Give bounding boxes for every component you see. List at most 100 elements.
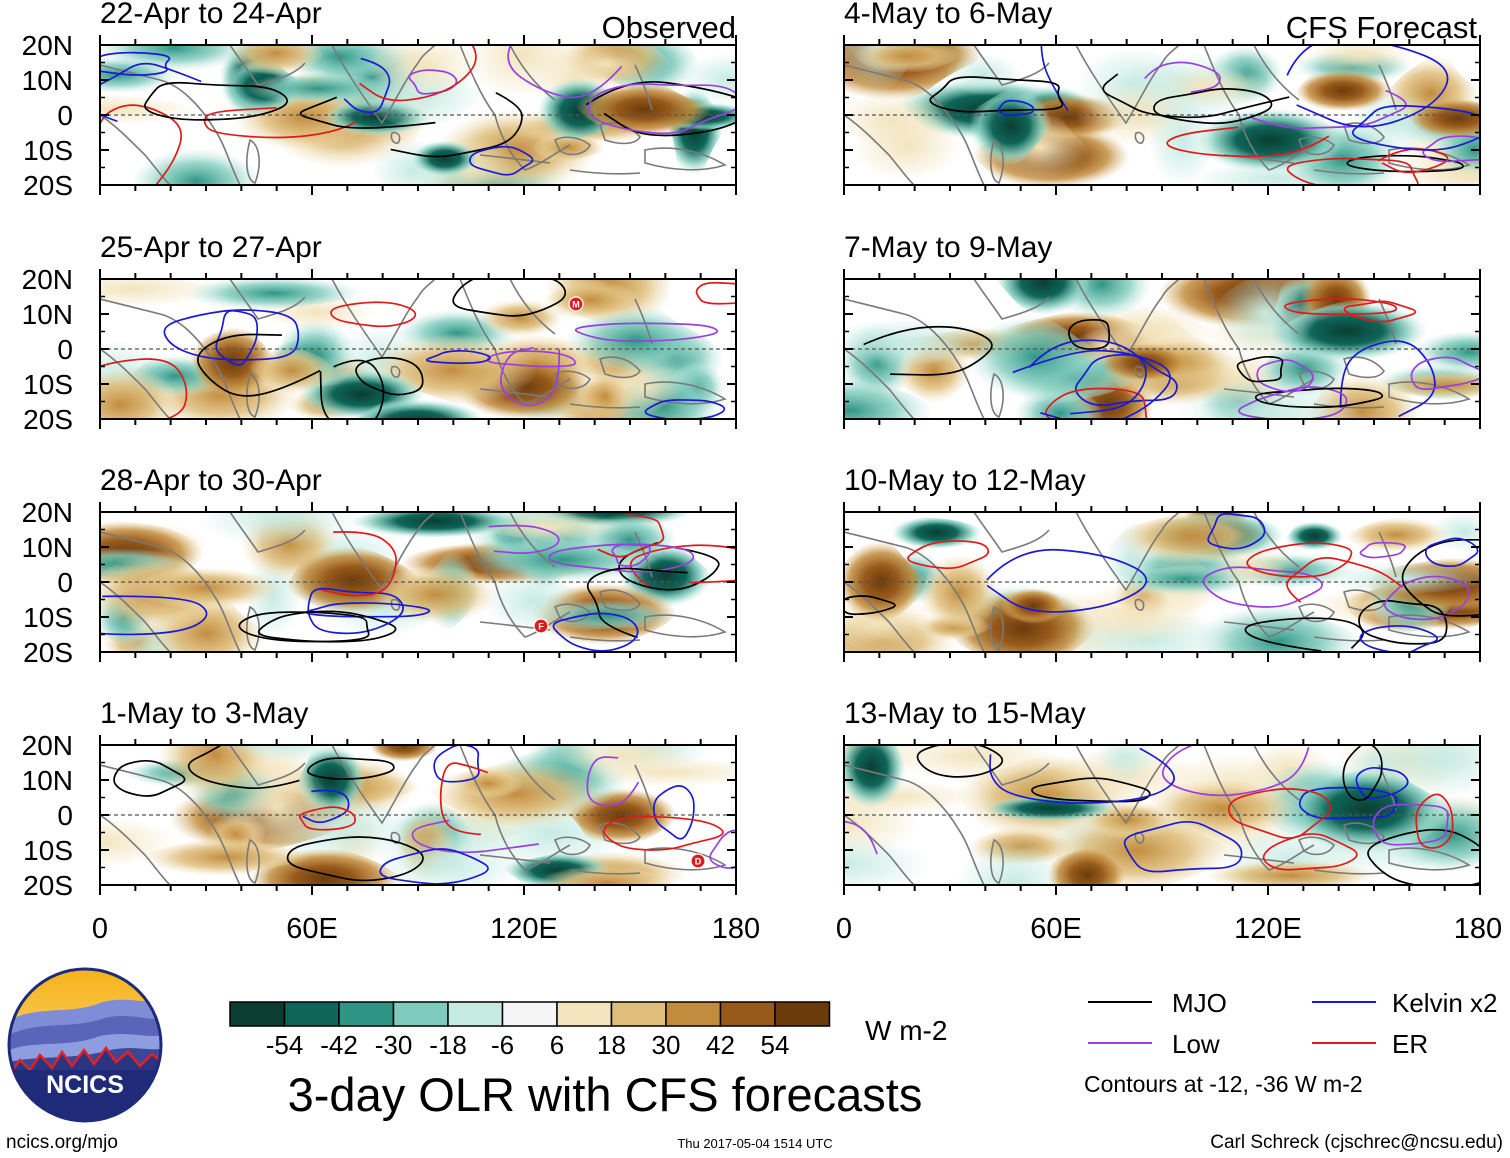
wave-contour <box>1202 566 1323 608</box>
wave-contour <box>586 756 640 807</box>
coastline <box>100 764 241 885</box>
coastline <box>100 298 241 419</box>
wave-contour <box>1251 89 1407 129</box>
olr-anomaly <box>844 745 907 809</box>
colorbar-swatch <box>392 1001 449 1027</box>
wave-contour <box>379 848 489 885</box>
wave-contour <box>1144 61 1221 94</box>
wave-contour <box>1367 828 1480 885</box>
map-panel-right-3: 10-May to 12-May <box>843 464 1481 662</box>
olr-anomaly <box>844 834 930 885</box>
coastline <box>634 764 653 811</box>
legend-label-mjo: MJO <box>1172 988 1227 1018</box>
wave-contour <box>916 745 1004 778</box>
wave-contour <box>1161 745 1310 797</box>
lon-tick-right-180: 180 <box>1454 913 1502 945</box>
wave-contour <box>1359 541 1406 559</box>
colorbar-swatch <box>229 1001 286 1027</box>
coastline <box>1134 131 1145 144</box>
wave-contour <box>1040 45 1069 112</box>
coastline <box>1388 847 1471 871</box>
wave-contour <box>1102 73 1290 119</box>
colorbar-swatch <box>447 1001 504 1027</box>
colorbar-swatch <box>501 1001 558 1027</box>
wave-contour <box>1262 833 1358 871</box>
olr-anomaly <box>965 315 1108 399</box>
olr-anomaly <box>1114 512 1268 564</box>
lat-tick-20n-4: 20N <box>22 730 73 761</box>
lon-tick-right-120e: 120E <box>1234 913 1302 945</box>
colorbar-label: -6 <box>491 1030 514 1060</box>
coastline <box>509 45 556 101</box>
wave-contour <box>390 92 523 158</box>
wave-contour <box>1343 300 1417 323</box>
wave-contour <box>574 322 719 342</box>
coastline <box>1253 279 1300 335</box>
wave-contour <box>1372 803 1449 846</box>
lat-tick-10s-1: 10S <box>23 135 73 166</box>
panel-title-right-3: 10-May to 12-May <box>844 464 1086 497</box>
coastline <box>246 138 260 185</box>
olr-anomaly <box>918 553 1001 632</box>
wave-contour <box>695 281 736 305</box>
legend-note: Contours at -12, -36 W m-2 <box>1084 1071 1363 1097</box>
lat-tick-10n-3: 10N <box>22 532 73 563</box>
olr-anomaly <box>953 839 1074 885</box>
coastline <box>1378 531 1397 578</box>
wave-contour <box>298 806 356 831</box>
coastline <box>1253 512 1300 568</box>
coastline <box>459 45 571 171</box>
wave-contour <box>585 81 736 137</box>
legend: MJO Kelvin x2 Low ER Contours at -12, -3… <box>1084 988 1498 1097</box>
wave-contour <box>597 514 665 558</box>
storm-marker: D <box>690 853 706 869</box>
wave-contour <box>1383 575 1470 621</box>
wave-contour <box>1359 625 1438 652</box>
wave-contour <box>113 759 186 797</box>
olr-anomaly <box>1375 371 1480 400</box>
coastline <box>246 372 260 419</box>
coastline <box>1342 356 1385 379</box>
map-panel-right-1: 4-May to 6-May <box>843 0 1481 195</box>
olr-anomaly <box>100 94 200 125</box>
panel-title-left-4: 1-May to 3-May <box>100 697 308 730</box>
olr-anomaly <box>410 140 480 177</box>
colorbar-swatch <box>610 1001 667 1027</box>
olr-anomaly <box>355 399 486 419</box>
colorbar-label: 30 <box>652 1030 681 1060</box>
coastline <box>844 114 915 185</box>
colorbar-label: 54 <box>761 1030 790 1060</box>
coastline <box>553 836 592 856</box>
coastline <box>479 854 551 864</box>
wave-contour <box>1244 617 1364 652</box>
wave-contour <box>452 279 567 317</box>
colorbar-swatch <box>774 1001 831 1027</box>
coastline <box>553 370 592 390</box>
colorbar-swatch <box>719 1001 776 1027</box>
lon-tick-left-180: 180 <box>712 913 760 945</box>
colorbar-label: -54 <box>266 1030 304 1060</box>
olr-anomaly <box>852 45 962 73</box>
coastline <box>990 605 1004 652</box>
wave-contour <box>1339 340 1436 418</box>
olr-anomaly <box>1307 45 1413 75</box>
wave-contour <box>197 333 321 397</box>
coastline <box>229 512 306 553</box>
coastline <box>229 279 306 320</box>
wave-contour <box>1254 387 1384 409</box>
colorbar-label: 42 <box>706 1030 735 1060</box>
lat-tick-20s-1: 20S <box>23 170 73 201</box>
coastline <box>844 764 985 885</box>
panel-title-left-2: 25-Apr to 27-Apr <box>100 231 322 264</box>
wave-contour <box>321 531 397 597</box>
coastline <box>553 136 592 156</box>
wave-contour <box>844 595 896 616</box>
coastline <box>634 64 653 111</box>
lat-tick-10n-1: 10N <box>22 65 73 96</box>
wave-contour <box>611 543 651 567</box>
legend-label-kelvin: Kelvin x2 <box>1392 988 1498 1018</box>
olr-anomaly <box>244 72 393 105</box>
coastline <box>553 603 592 623</box>
coastline <box>1297 836 1336 856</box>
